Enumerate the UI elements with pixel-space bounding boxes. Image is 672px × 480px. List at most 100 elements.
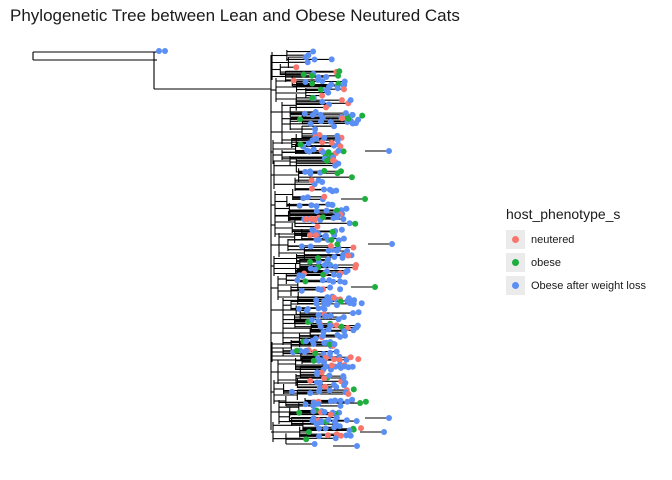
tip-point xyxy=(346,300,353,307)
tip-point xyxy=(358,425,364,432)
tip-point xyxy=(350,310,356,317)
tip-point xyxy=(352,220,359,227)
tip-point xyxy=(310,48,317,55)
tip-point xyxy=(331,254,338,260)
tip-point xyxy=(334,207,340,214)
tip-point xyxy=(315,305,322,312)
tip-point xyxy=(316,425,322,432)
tip-point xyxy=(318,118,324,125)
tip-point xyxy=(340,375,347,381)
tip-point xyxy=(337,278,344,285)
tip-point xyxy=(335,80,342,87)
tip-point xyxy=(302,216,309,223)
tip-point xyxy=(307,170,314,177)
tip-point xyxy=(307,258,313,265)
tip-point xyxy=(321,409,328,415)
tip-point xyxy=(307,243,314,250)
tip-point xyxy=(341,279,348,286)
tip-point xyxy=(331,341,338,348)
tip-point xyxy=(334,214,340,221)
tip-point xyxy=(362,398,369,405)
tip-point xyxy=(302,168,309,175)
tip-point xyxy=(321,167,328,174)
tip-point xyxy=(353,418,360,424)
tip-point xyxy=(338,432,345,439)
tip-point xyxy=(344,398,351,405)
tip-point xyxy=(330,278,337,285)
tip-point xyxy=(329,228,336,235)
tip-point xyxy=(318,418,325,425)
tip-point xyxy=(315,177,322,184)
tip-point xyxy=(318,286,325,293)
tip-point xyxy=(303,436,310,443)
tip-point xyxy=(314,379,320,386)
tip-point xyxy=(311,181,318,188)
tip-point xyxy=(324,432,331,439)
tip-point xyxy=(337,333,344,340)
tip-point xyxy=(336,423,343,430)
tip-point xyxy=(336,68,343,75)
tip-point xyxy=(357,400,364,406)
tip-point xyxy=(339,115,346,122)
tip-point xyxy=(327,243,334,249)
tip-point xyxy=(328,237,335,243)
tip-point xyxy=(315,74,322,81)
tip-point xyxy=(327,284,334,291)
legend-dot-obese xyxy=(512,259,519,266)
tip-point xyxy=(325,256,332,263)
tip-point xyxy=(333,384,340,390)
tip-point xyxy=(304,147,311,154)
tip-point xyxy=(313,135,320,142)
tip-point xyxy=(327,118,334,125)
tip-point xyxy=(335,160,342,167)
legend-title: host_phenotype_s xyxy=(506,206,621,222)
tip-point xyxy=(340,314,347,321)
tip-point xyxy=(333,302,340,309)
tip-point xyxy=(345,115,352,122)
legend-dot-neutered xyxy=(512,236,519,243)
legend-label: Obese after weight loss xyxy=(531,279,646,292)
tip-point xyxy=(362,196,368,202)
tree-tip-points xyxy=(156,48,395,449)
tip-point xyxy=(300,71,307,78)
tip-point xyxy=(321,193,328,200)
tip-point xyxy=(331,424,338,431)
tip-point xyxy=(319,78,326,85)
tip-point xyxy=(331,356,338,363)
tip-point xyxy=(319,277,326,284)
tip-point xyxy=(343,205,350,212)
tip-point xyxy=(308,215,314,222)
tip-point xyxy=(345,295,352,302)
tip-point xyxy=(313,420,320,427)
tip-point xyxy=(304,59,311,66)
tip-point xyxy=(317,86,324,93)
tip-point xyxy=(323,104,329,111)
legend-key xyxy=(506,230,525,249)
tip-point xyxy=(327,262,333,269)
tip-point xyxy=(313,232,319,239)
tip-point xyxy=(302,278,309,285)
tip-point xyxy=(156,48,162,54)
tip-point xyxy=(334,85,341,92)
tip-point xyxy=(302,54,309,61)
tip-point xyxy=(325,247,332,254)
tip-point xyxy=(340,216,347,223)
legend-item-neutered: neutered xyxy=(506,228,668,251)
tip-point xyxy=(338,323,345,330)
tip-point xyxy=(340,148,347,155)
tip-point xyxy=(297,116,304,123)
tip-point xyxy=(353,262,359,268)
tip-point xyxy=(318,369,325,376)
tip-point xyxy=(319,92,326,99)
tip-point xyxy=(336,357,343,364)
tip-point xyxy=(307,120,314,127)
tip-point xyxy=(328,139,335,146)
tip-point xyxy=(290,77,297,84)
tip-point xyxy=(307,265,314,272)
tip-point xyxy=(337,397,344,404)
tip-point xyxy=(389,241,395,247)
tip-point xyxy=(338,97,345,104)
tip-point xyxy=(359,112,366,119)
tip-point xyxy=(310,357,317,364)
